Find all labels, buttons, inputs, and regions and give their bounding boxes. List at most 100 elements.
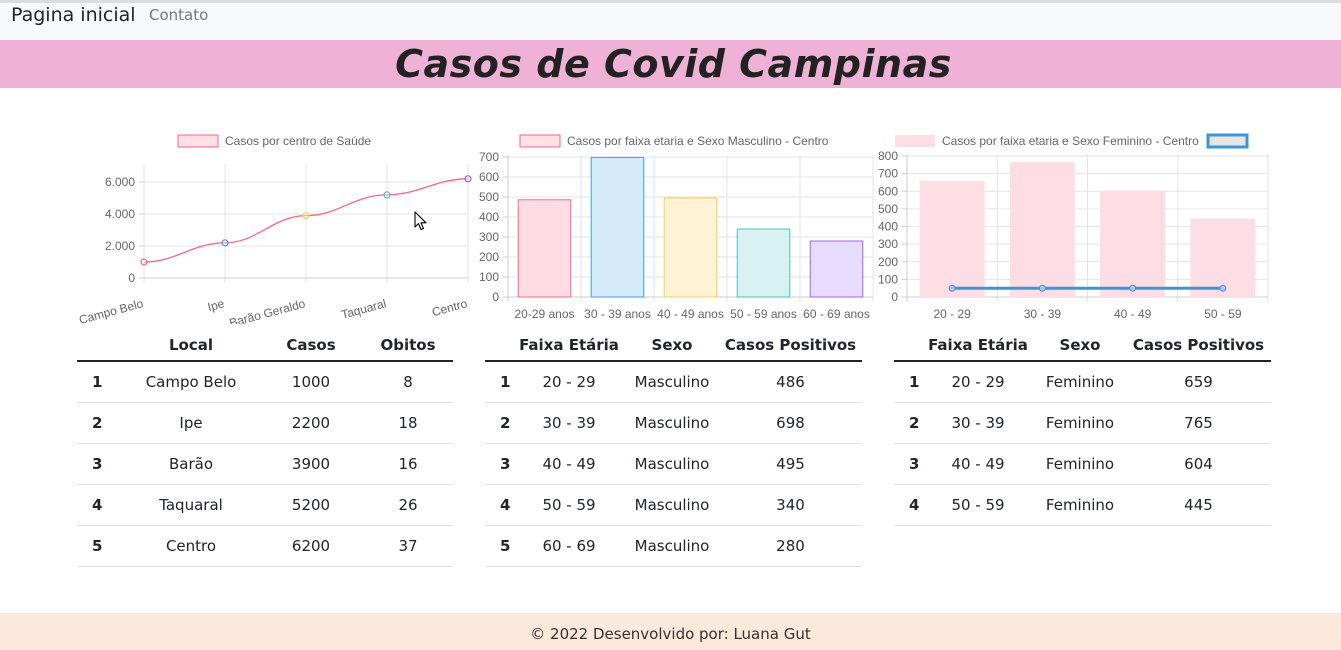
table-feminino: Faixa Etária Sexo Casos Positivos 1 20 - 29…	[894, 330, 1271, 526]
column-header-index	[894, 330, 922, 362]
table-cell: 1000	[259, 361, 363, 403]
table-row: 3 40 - 49 Masculino 495	[485, 443, 862, 485]
table-row: 2 30 - 39 Masculino 698	[485, 402, 862, 444]
data-point	[464, 175, 472, 183]
column-header: Sexo	[1034, 330, 1126, 362]
y-tick-label: 400	[479, 210, 499, 224]
data-point	[1038, 284, 1046, 292]
nav-brand-link[interactable]: Pagina inicial	[11, 4, 136, 26]
column-header: Casos Positivos	[719, 330, 862, 362]
table-cell: Feminino	[1034, 361, 1126, 403]
y-tick-label: 300	[878, 237, 898, 251]
y-tick-label: 400	[878, 220, 898, 234]
table-row: 2 Ipe 2200 18	[77, 402, 453, 444]
table-cell: 765	[1126, 402, 1271, 444]
legend-label: Casos por faixa etaria e Sexo Feminino -…	[942, 134, 1199, 148]
bar-40-49anos	[663, 197, 718, 298]
legend-label: Casos por centro de Saúde	[225, 134, 371, 148]
table-cell: 5200	[259, 484, 363, 526]
column-header: Faixa Etária	[922, 330, 1034, 362]
data-point	[1129, 284, 1137, 292]
table-cell: 445	[1126, 484, 1271, 526]
x-tick-label: 30 - 39 anos	[584, 307, 651, 321]
table-row: 3 Barão 3900 16	[77, 443, 453, 485]
table-cell: 604	[1126, 443, 1271, 485]
table-cell: 50 - 59	[513, 484, 625, 526]
x-tick-label: 40 - 49	[1114, 307, 1152, 321]
table-row: 4 50 - 59 Masculino 340	[485, 484, 862, 526]
y-tick-label: 600	[878, 184, 898, 198]
chart-faixa-etaria-masculino: Casos por faixa etaria e Sexo Masculino …	[472, 128, 877, 324]
column-header-index	[485, 330, 513, 362]
row-index: 4	[77, 484, 123, 526]
row-index: 4	[485, 484, 513, 526]
x-tick-label: 50 - 59	[1204, 307, 1242, 321]
column-header-index	[77, 330, 123, 362]
y-tick-label: 700	[479, 150, 499, 164]
table-row: 1 20 - 29 Masculino 486	[485, 361, 862, 403]
table-row: 1 20 - 29 Feminino 659	[894, 361, 1271, 403]
y-tick-label: 6.000	[105, 175, 135, 189]
table-header-row: Local Casos Obitos	[77, 330, 453, 362]
legend-swatch	[519, 134, 561, 148]
nav-link-contato[interactable]: Contato	[149, 6, 209, 24]
x-tick-label: 20 - 29	[933, 307, 971, 321]
column-header: Local	[123, 330, 259, 362]
y-tick-label: 4.000	[105, 207, 135, 221]
y-tick-label: 800	[878, 149, 898, 163]
y-tick-label: 100	[878, 272, 898, 286]
y-tick-label: 500	[479, 190, 499, 204]
table-cell: 50 - 59	[922, 484, 1034, 526]
navbar: Pagina inicial Contato	[0, 0, 1341, 40]
legend-swatch	[895, 135, 935, 147]
data-point	[1219, 284, 1227, 292]
table-cell: 20 - 29	[513, 361, 625, 403]
row-index: 2	[894, 402, 922, 444]
table-row: 3 40 - 49 Feminino 604	[894, 443, 1271, 485]
line-chart-svg: Casos por centro de Saúde 0 2.000 4.000 6.00…	[77, 134, 472, 324]
data-point	[221, 239, 229, 247]
table-cell: 20 - 29	[922, 361, 1034, 403]
data-point	[302, 211, 310, 220]
table-cell: 2200	[259, 402, 363, 444]
table-cell: 60 - 69	[513, 525, 625, 567]
row-index: 4	[894, 484, 922, 526]
x-tick-label: Centro	[430, 296, 469, 319]
table-cell: Barão	[123, 443, 259, 485]
row-index: 2	[485, 402, 513, 444]
y-tick-label: 0	[492, 290, 499, 304]
row-index: 3	[77, 443, 123, 485]
bar-50-59	[1190, 218, 1256, 297]
table-cell: 495	[719, 443, 862, 485]
table-row: 5 60 - 69 Masculino 280	[485, 525, 862, 567]
table-cell: Centro	[123, 525, 259, 567]
x-tick-label: Ipe	[206, 296, 226, 314]
column-header: Faixa Etária	[513, 330, 625, 362]
table-header-row: Faixa Etária Sexo Casos Positivos	[894, 330, 1271, 362]
x-tick-label: 40 - 49 anos	[657, 307, 724, 321]
x-tick-label: 60 - 69 anos	[803, 307, 870, 321]
footer-text: © 2022 Desenvolvido por: Luana Gut	[530, 625, 811, 643]
bar-30-39	[1009, 162, 1075, 297]
row-index: 5	[77, 525, 123, 567]
row-index: 5	[485, 525, 513, 567]
mouse-pointer-icon	[414, 211, 427, 231]
title-banner: Casos de Covid Campinas	[0, 40, 1341, 88]
bar-50-59anos	[736, 228, 791, 298]
table-cell: Campo Belo	[123, 361, 259, 403]
table-cell: 698	[719, 402, 862, 444]
y-tick-label: 500	[878, 202, 898, 216]
data-point	[948, 284, 956, 292]
chart-faixa-etaria-feminino: Casos por faixa etaria e Sexo Feminino -…	[868, 128, 1278, 324]
footer: © 2022 Desenvolvido por: Luana Gut	[0, 613, 1341, 650]
x-tick-label: 20-29 anos	[514, 307, 574, 321]
table-masculino: Faixa Etária Sexo Casos Positivos 1 20 - 29…	[485, 330, 862, 567]
bar-20-29anos	[517, 199, 572, 298]
bar-chart-feminino-svg: Casos por faixa etaria e Sexo Feminino -…	[878, 133, 1269, 321]
bar-40-49	[1100, 190, 1166, 297]
table-casos-local: Local Casos Obitos 1 Campo Belo 1000 8 2 Ipe 220…	[77, 330, 453, 567]
table-cell: 30 - 39	[513, 402, 625, 444]
x-tick-label: Barão Geraldo	[228, 296, 307, 324]
y-tick-label: 0	[891, 290, 898, 304]
y-tick-label: 300	[479, 230, 499, 244]
